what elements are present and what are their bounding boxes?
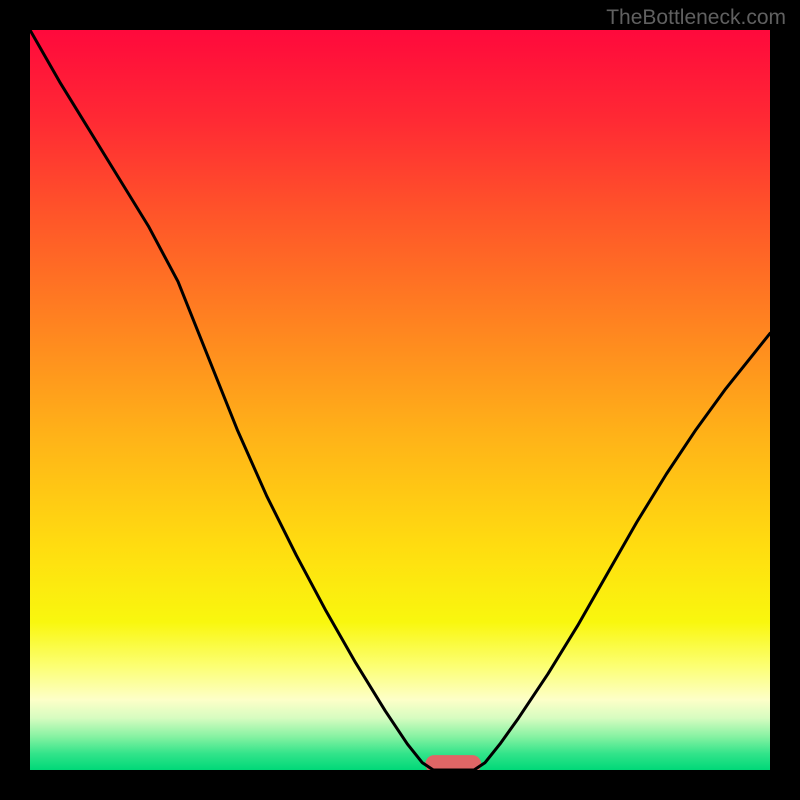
plot-area	[30, 30, 770, 773]
bottleneck-chart	[0, 0, 800, 800]
gradient-background	[30, 30, 770, 770]
chart-container: TheBottleneck.com	[0, 0, 800, 800]
watermark-text: TheBottleneck.com	[606, 6, 786, 30]
